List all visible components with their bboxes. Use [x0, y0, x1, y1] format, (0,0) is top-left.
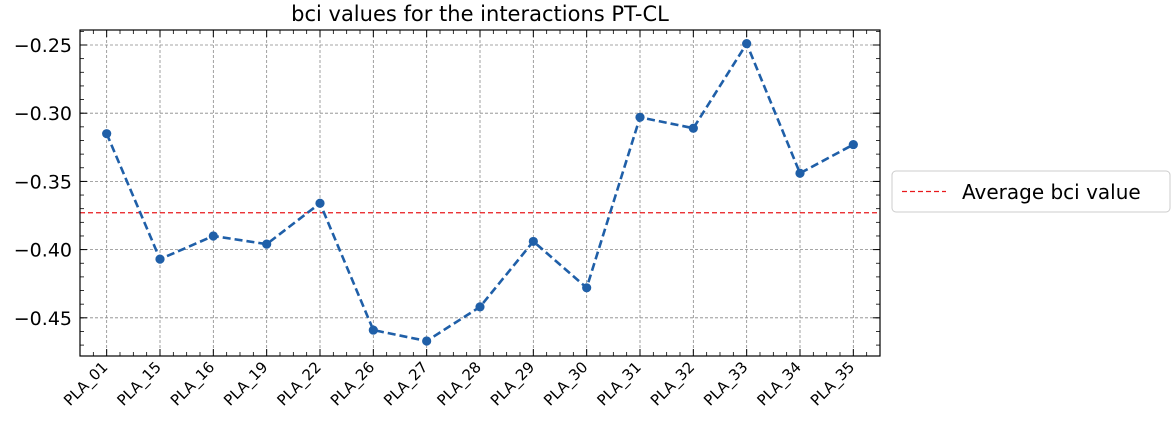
xtick-label: PLA_32	[647, 358, 699, 410]
data-point	[208, 231, 218, 241]
xtick-label: PLA_33	[700, 358, 752, 410]
chart-title: bci values for the interactions PT-CL	[291, 2, 669, 26]
data-point	[262, 239, 272, 249]
ytick-label: −0.25	[14, 35, 72, 57]
xtick-label: PLA_26	[327, 358, 379, 410]
data-point	[422, 336, 432, 346]
data-point	[582, 283, 592, 293]
xtick-label: PLA_27	[380, 358, 432, 410]
ytick-label: −0.30	[14, 103, 72, 125]
y-tick-labels: −0.25 −0.30 −0.35 −0.40 −0.45	[14, 35, 72, 330]
xtick-label: PLA_15	[113, 358, 165, 410]
ytick-label: −0.35	[14, 171, 72, 193]
series-layer	[102, 39, 858, 346]
data-point	[155, 254, 165, 264]
ticks	[80, 30, 880, 356]
xtick-label: PLA_28	[433, 358, 485, 410]
data-point	[635, 112, 645, 122]
xtick-label: PLA_16	[167, 358, 219, 410]
data-point	[848, 139, 858, 150]
xtick-label: PLA_34	[753, 358, 805, 410]
legend-box	[891, 170, 1171, 213]
grid	[80, 30, 880, 356]
legend: Average bci value	[891, 170, 1171, 213]
xtick-label: PLA_30	[540, 358, 592, 410]
legend-label-average: Average bci value	[962, 180, 1141, 204]
xtick-label: PLA_22	[273, 358, 325, 410]
data-point	[315, 198, 325, 208]
ytick-label: −0.45	[14, 308, 72, 330]
data-point	[368, 325, 378, 335]
data-point	[102, 129, 112, 139]
xtick-label: PLA_35	[807, 358, 859, 410]
xtick-label: PLA_19	[220, 358, 272, 410]
data-point	[528, 236, 538, 247]
xtick-label: PLA_01	[60, 358, 112, 410]
x-tick-labels: PLA_01 PLA_15 PLA_16 PLA_19 PLA_22 PLA_26 PLA_…	[60, 358, 859, 410]
data-point	[475, 302, 485, 312]
data-point	[742, 39, 752, 49]
xtick-label: PLA_29	[487, 358, 539, 410]
xtick-label: PLA_31	[593, 358, 645, 410]
data-point	[688, 123, 698, 133]
ytick-label: −0.40	[14, 240, 72, 262]
data-point	[795, 168, 805, 178]
